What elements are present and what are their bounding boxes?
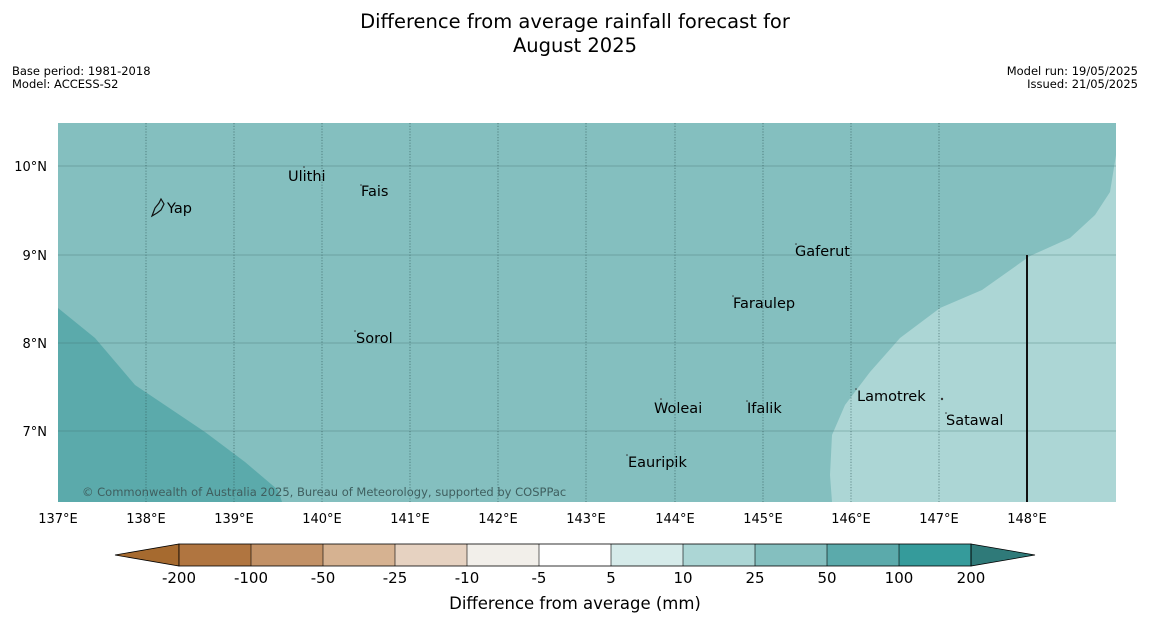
lon-label-139e: 139°E: [214, 512, 254, 527]
colorbar-extend-low: [114, 543, 180, 567]
place-label-woleai: Woleai: [654, 401, 702, 417]
place-labels: Yap Ulithi Fais Gaferut Faraulep Sorol W…: [166, 169, 1003, 471]
colorbar-tick-label: 100: [884, 569, 914, 587]
lon-label-142e: 142°E: [478, 512, 518, 527]
copyright-text: © Commonwealth of Australia 2025, Bureau…: [82, 485, 566, 499]
colorbar-extend-high: [970, 543, 1036, 567]
place-label-faraulep: Faraulep: [733, 296, 795, 312]
lon-label-143e: 143°E: [566, 512, 606, 527]
place-label-ulithi: Ulithi: [288, 169, 326, 185]
metadata-left: Base period: 1981-2018 Model: ACCESS-S2: [12, 65, 151, 91]
colorbar-tick-label: -200: [161, 569, 197, 587]
longitude-labels: 137°E 138°E 139°E 140°E 141°E 142°E 143°…: [38, 512, 1047, 527]
map-title-line1: Difference from average rainfall forecas…: [360, 10, 790, 33]
colorbar-bin-9: [755, 544, 827, 566]
colorbar-bin-2: [251, 544, 323, 566]
place-label-sorol: Sorol: [356, 331, 393, 347]
lon-label-141e: 141°E: [390, 512, 430, 527]
colorbar-bin-10: [827, 544, 899, 566]
colorbar-tick-label: -10: [454, 569, 480, 587]
lon-label-138e: 138°E: [126, 512, 166, 527]
lon-label-140e: 140°E: [302, 512, 342, 527]
colorbar-tick-label: 25: [745, 569, 765, 587]
colorbar-tick-label: -25: [382, 569, 408, 587]
lon-label-137e: 137°E: [38, 512, 78, 527]
place-label-lamotrek: Lamotrek: [857, 389, 926, 405]
place-label-fais: Fais: [361, 184, 388, 200]
colorbar-bin-1: [179, 544, 251, 566]
map-panel: Yap Ulithi Fais Gaferut Faraulep Sorol W…: [58, 123, 1116, 502]
place-label-eauripik: Eauripik: [628, 455, 687, 471]
colorbar-tick-label: -50: [310, 569, 336, 587]
lon-label-148e: 148°E: [1007, 512, 1047, 527]
colorbar-bin-3: [323, 544, 395, 566]
place-label-ifalik: Ifalik: [747, 401, 782, 417]
model-text: Model: ACCESS-S2: [12, 77, 119, 91]
metadata-right: Model run: 19/05/2025 Issued: 21/05/2025: [1007, 65, 1138, 91]
colorbar-bin-5: [467, 544, 539, 566]
rainfall-region-10-25: [830, 155, 1116, 502]
colorbar-dividers: [250, 544, 900, 566]
issued-text: Issued: 21/05/2025: [1027, 77, 1138, 91]
lat-label-10n: 10°N: [14, 160, 47, 175]
place-label-yap: Yap: [166, 201, 192, 217]
latitude-labels: 10°N 9°N 8°N 7°N: [14, 160, 47, 440]
colorbar-bin-4: [395, 544, 467, 566]
colorbar-bin-7: [611, 544, 683, 566]
colorbar-tick-label: 5: [606, 569, 616, 587]
map-title-line2: August 2025: [512, 34, 638, 57]
rainfall-region-50-100: [58, 308, 282, 502]
base-period-text: Base period: 1981-2018: [12, 64, 151, 78]
map-title: Difference from average rainfall forecas…: [0, 10, 1150, 58]
colorbar-tick-label: 10: [673, 569, 693, 587]
model-run-text: Model run: 19/05/2025: [1006, 64, 1138, 78]
lat-label-8n: 8°N: [23, 337, 48, 352]
place-label-satawal: Satawal: [946, 413, 1003, 429]
colorbar-tick-label: -100: [233, 569, 269, 587]
atoll-markers: [303, 166, 947, 456]
colorbar-frame: [178, 543, 972, 567]
place-label-gaferut: Gaferut: [795, 244, 850, 260]
yap-island-shape: [150, 197, 165, 218]
colorbar-bin-8: [683, 544, 755, 566]
colorbar-tick-label: 50: [817, 569, 837, 587]
lon-label-145e: 145°E: [743, 512, 783, 527]
colorbar-title: Difference from average (mm): [449, 594, 701, 613]
colorbar-tick-label: 200: [956, 569, 986, 587]
colorbar-bin-11: [899, 544, 971, 566]
lat-label-9n: 9°N: [23, 249, 48, 264]
colorbar-bin-6: [539, 544, 611, 566]
lat-label-7n: 7°N: [23, 425, 48, 440]
colorbar-tick-label: -5: [531, 569, 547, 587]
lon-label-147e: 147°E: [919, 512, 959, 527]
lon-label-144e: 144°E: [655, 512, 695, 527]
lon-label-146e: 146°E: [831, 512, 871, 527]
colorbar: [114, 543, 1036, 567]
